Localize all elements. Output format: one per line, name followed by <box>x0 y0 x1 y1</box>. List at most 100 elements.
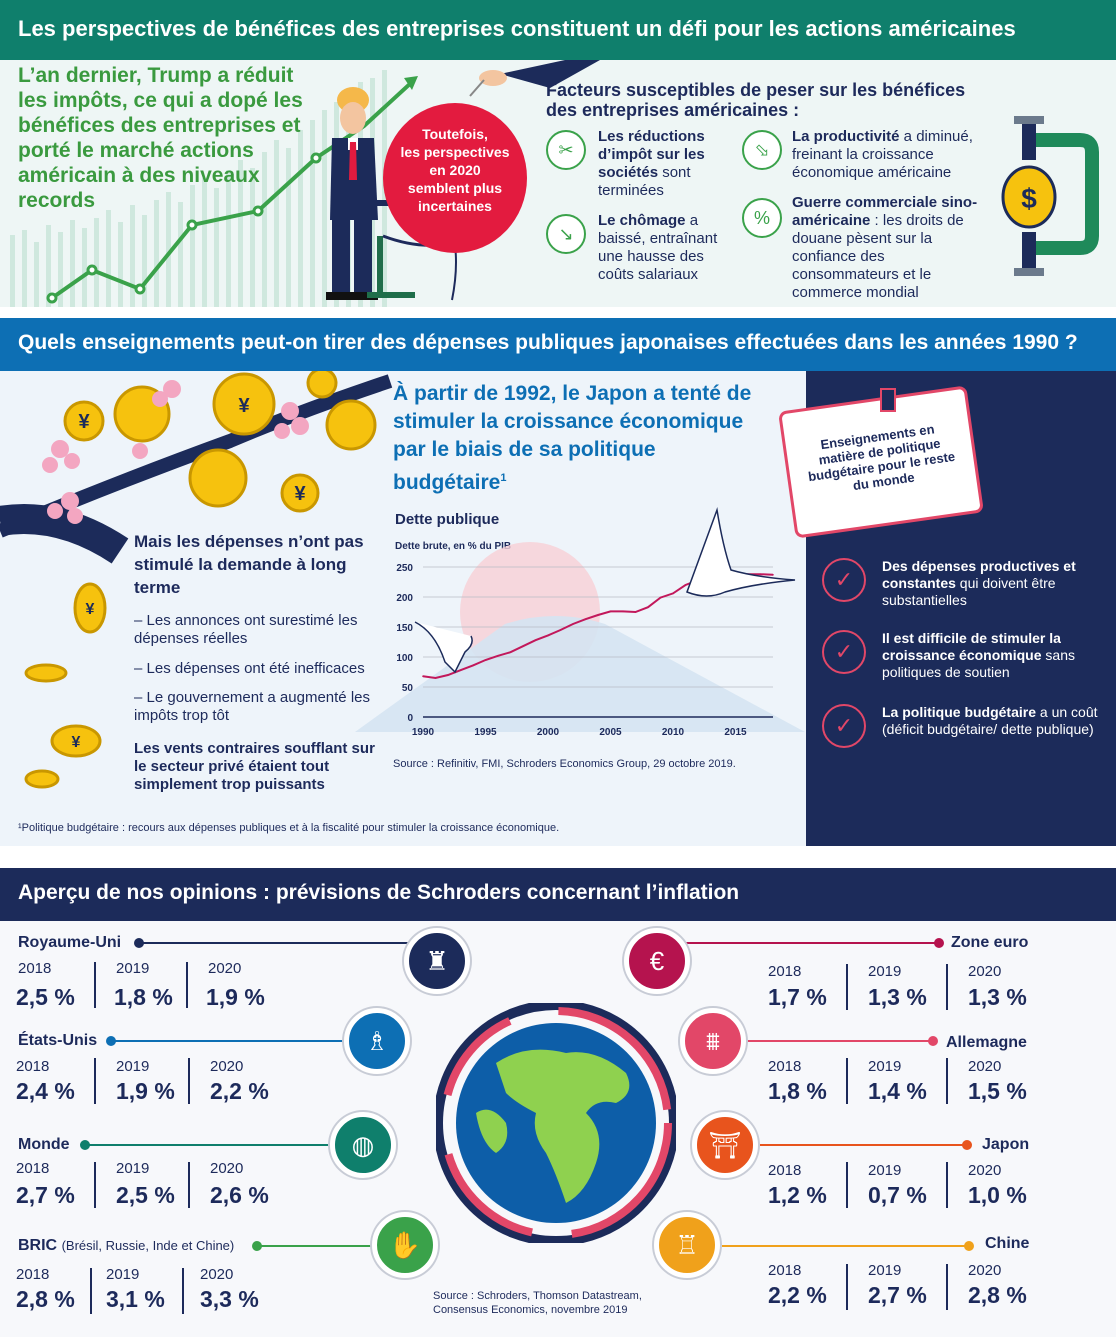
y-tick-label: 0 <box>407 713 413 724</box>
section3-title: Aperçu de nos opinions : prévisions de S… <box>0 868 1116 921</box>
value-separator <box>94 1058 96 1104</box>
handshake-icon: ✋ <box>372 1212 438 1278</box>
inflation-value: 2,5 % <box>16 984 75 1010</box>
torii-icon: ⛩ <box>692 1112 758 1178</box>
inflation-value: 1,8 % <box>768 1078 827 1104</box>
country-germany-name: Allemagne <box>946 1034 1027 1051</box>
lesson-bold: La politique budgétaire <box>882 704 1037 720</box>
factor-rest: : les droits de douane pèsent sur la con… <box>792 212 964 301</box>
crane-bird-illustration <box>414 507 796 674</box>
inflation-value: 1,9 % <box>206 984 265 1010</box>
year-label: 2020 <box>968 1058 1002 1075</box>
lesson-text: Des dépenses productives et constantes q… <box>882 558 1112 609</box>
x-tick-label: 2000 <box>537 727 560 738</box>
year-label: 2020 <box>968 963 1002 980</box>
year-label: 2018 <box>16 1058 50 1075</box>
factor-bold: Guerre commerciale sino-américaine <box>792 194 978 229</box>
lesson-bold: Il est difficile de stimuler la croissan… <box>882 630 1061 663</box>
inflation-value: 1,8 % <box>114 984 173 1010</box>
y-tick-label: 200 <box>396 593 413 604</box>
inflation-value: 1,7 % <box>768 984 827 1010</box>
balloon-line: semblent plus <box>407 180 503 196</box>
chart-title: Dette publique <box>395 511 500 528</box>
country-bric-name: BRIC (Brésil, Russie, Inde et Chine) <box>18 1237 234 1255</box>
dollar-clamp-illustration: $ <box>1001 116 1099 276</box>
value-separator <box>94 962 96 1008</box>
value-separator <box>846 964 848 1010</box>
balloon-line: les perspectives <box>400 144 510 160</box>
chart-subtitle: Dette brute, en % du PIB <box>395 541 512 552</box>
x-tick-label: 2010 <box>662 727 685 738</box>
svg-text:¥: ¥ <box>86 601 95 618</box>
headwinds-statement: Les vents contraires soufflant sur le se… <box>134 740 375 793</box>
balloon-line: Toutefois, <box>422 126 488 142</box>
value-separator <box>182 1268 184 1314</box>
debt-data-point <box>647 606 649 608</box>
year-label: 2020 <box>968 1162 1002 1179</box>
trend-down-icon: ↘ <box>546 214 586 254</box>
country-japan-name: Japon <box>982 1136 1030 1153</box>
debt-data-point <box>559 629 562 631</box>
debt-data-point <box>534 639 537 641</box>
country-us-name: États-Unis <box>18 1032 98 1049</box>
debt-data-point <box>447 674 449 676</box>
year-label: 2019 <box>116 1058 150 1075</box>
connector-line <box>112 1040 352 1042</box>
year-label: 2019 <box>106 1266 140 1283</box>
year-label: 2018 <box>768 963 802 980</box>
brandenburg-gate-icon: ⩩ <box>680 1008 746 1074</box>
inflation-value: 2,6 % <box>210 1182 269 1208</box>
inflation-source: Source : Schroders, Thomson Datastream, … <box>433 1290 642 1316</box>
balloon-line: en 2020 <box>429 162 481 178</box>
connector-line <box>140 942 440 944</box>
debt-data-point <box>434 677 437 679</box>
year-label: 2020 <box>200 1266 234 1283</box>
debt-data-point <box>772 574 774 576</box>
value-separator <box>946 1264 948 1310</box>
factor-rest: a baissé, entraînant une hausse des coût… <box>598 212 718 283</box>
x-tick-label: 1995 <box>474 727 497 738</box>
factor-bold: Le chômage <box>598 212 686 229</box>
inflation-value: 2,4 % <box>16 1078 75 1104</box>
country-uk-name: Royaume-Uni <box>18 934 122 951</box>
factor-tax-cuts: Les réductions d’impôt sur les sociétés … <box>598 128 748 200</box>
spending-failure-title: Mais les dépenses n’ont pas stimulé la d… <box>134 532 364 597</box>
mount-fuji-decoration <box>355 616 805 732</box>
debt-data-point <box>622 610 624 613</box>
factor-rest: sont terminées <box>598 164 691 199</box>
value-separator <box>186 962 188 1008</box>
section2-panel: ¥ ¥ ¥ ¥ ¥ <box>0 371 806 846</box>
factor-rest: a diminué, freinant la croissance économ… <box>792 128 973 181</box>
value-separator <box>188 1058 190 1104</box>
connector-dot <box>106 1036 116 1046</box>
value-separator <box>846 1162 848 1208</box>
inflation-value: 2,7 % <box>16 1182 75 1208</box>
globe-icon: ◍ <box>330 1112 396 1178</box>
y-tick-label: 150 <box>396 623 413 634</box>
debt-data-point <box>684 584 687 586</box>
reason-bullet: – Les annonces ont surestimé les dépense… <box>134 612 358 647</box>
year-label: 2020 <box>208 960 242 977</box>
lesson-bold: Des dépenses productives et constantes <box>882 558 1076 591</box>
debt-data-point <box>634 611 637 613</box>
reason-bullet: – Les dépenses ont été inefficaces <box>134 660 365 677</box>
connector-dot <box>80 1140 90 1150</box>
balloon-line: incertaines <box>418 198 492 214</box>
bookmark-icon <box>880 388 896 412</box>
lesson-item: ✓ Des dépenses productives et constantes… <box>822 558 1112 608</box>
year-label: 2020 <box>210 1160 244 1177</box>
factor-bold: La productivité <box>792 128 900 145</box>
lesson-item: ✓ La politique budgétaire a un coût (déf… <box>822 704 1112 754</box>
lesson-rest: sans politiques de soutien <box>882 647 1075 680</box>
factor-bold: Les réductions d’impôt sur les sociétés <box>598 128 705 181</box>
connector-line <box>760 1144 970 1146</box>
inflation-value: 2,2 % <box>768 1282 827 1308</box>
lesson-rest: qui doivent être substantielles <box>882 575 1056 608</box>
book-title: Enseignements en matière de politique bu… <box>807 421 956 494</box>
value-separator <box>946 1058 948 1104</box>
year-label: 2019 <box>116 960 150 977</box>
connector-dot <box>928 1036 938 1046</box>
inflation-value: 1,3 % <box>868 984 927 1010</box>
value-separator <box>946 964 948 1010</box>
value-separator <box>946 1162 948 1208</box>
